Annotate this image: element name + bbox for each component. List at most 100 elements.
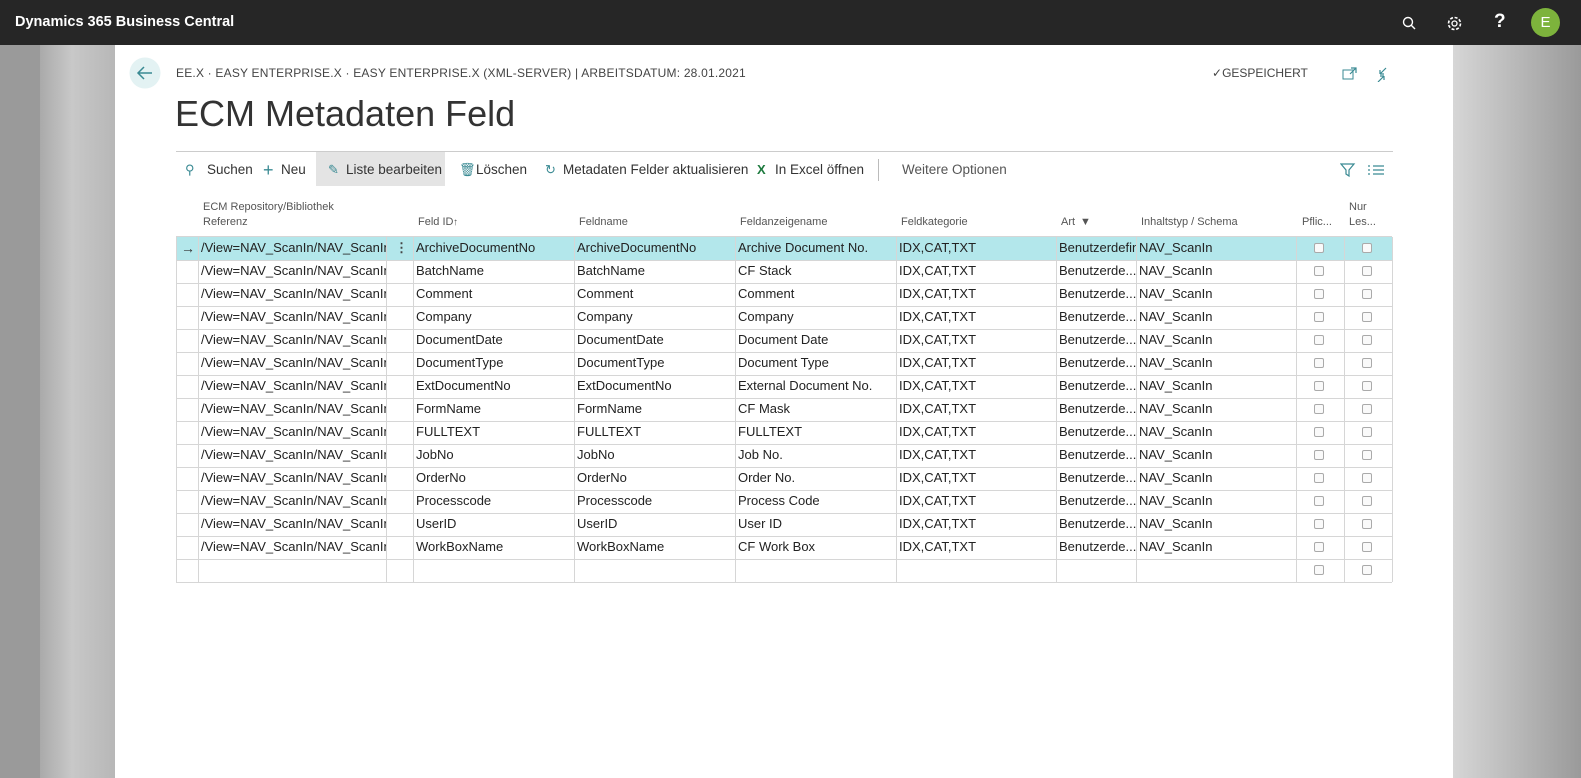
- table-cell[interactable]: CF Work Box: [735, 536, 896, 559]
- table-cell[interactable]: OrderNo: [413, 467, 574, 490]
- table-cell[interactable]: Process Code: [735, 490, 896, 513]
- table-cell[interactable]: NAV_ScanIn: [1136, 490, 1296, 513]
- table-cell[interactable]: WorkBoxName: [574, 536, 735, 559]
- table-cell[interactable]: NAV_ScanIn: [1136, 444, 1296, 467]
- table-cell[interactable]: User ID: [735, 513, 896, 536]
- table-cell[interactable]: Company: [735, 306, 896, 329]
- action-button[interactable]: Löschen: [476, 160, 527, 180]
- checkbox[interactable]: [1314, 358, 1324, 368]
- table-cell[interactable]: NAV_ScanIn: [1136, 260, 1296, 283]
- action-icon[interactable]: X: [757, 160, 766, 180]
- table-cell[interactable]: /View=NAV_ScanIn/NAV_ScanIn: [198, 421, 386, 444]
- table-cell[interactable]: ExtDocumentNo: [574, 375, 735, 398]
- checkbox[interactable]: [1362, 473, 1372, 483]
- table-cell[interactable]: /View=NAV_ScanIn/NAV_ScanIn: [198, 306, 386, 329]
- table-cell[interactable]: Benutzerde...: [1056, 306, 1136, 329]
- table-cell[interactable]: OrderNo: [574, 467, 735, 490]
- checkbox[interactable]: [1362, 335, 1372, 345]
- column-header[interactable]: Referenz: [203, 215, 248, 230]
- table-cell[interactable]: NAV_ScanIn: [1136, 421, 1296, 444]
- column-header[interactable]: ECM Repository/Bibliothek: [203, 200, 334, 215]
- row-menu[interactable]: ⋮: [392, 237, 408, 259]
- column-header[interactable]: Feldkategorie: [901, 215, 968, 230]
- table-cell[interactable]: Benutzerdefin: [1056, 237, 1136, 260]
- action-icon[interactable]: ✎: [328, 160, 339, 180]
- table-cell[interactable]: Benutzerde...: [1056, 375, 1136, 398]
- action-icon[interactable]: ↻: [545, 160, 556, 180]
- table-cell[interactable]: Benutzerde...: [1056, 513, 1136, 536]
- column-header[interactable]: Inhaltstyp / Schema: [1141, 215, 1238, 230]
- checkbox[interactable]: [1314, 519, 1324, 529]
- table-cell[interactable]: CF Mask: [735, 398, 896, 421]
- action-button[interactable]: Liste bearbeiten: [346, 160, 442, 180]
- table-cell[interactable]: WorkBoxName: [413, 536, 574, 559]
- table-cell[interactable]: Processcode: [574, 490, 735, 513]
- more-options[interactable]: Weitere Optionen: [902, 160, 1007, 180]
- table-cell[interactable]: Archive Document No.: [735, 237, 896, 260]
- table-cell[interactable]: Benutzerde...: [1056, 490, 1136, 513]
- table-cell[interactable]: DocumentType: [574, 352, 735, 375]
- table-cell[interactable]: Job No.: [735, 444, 896, 467]
- column-header[interactable]: Feldname: [579, 215, 628, 230]
- checkbox[interactable]: [1362, 243, 1372, 253]
- table-cell[interactable]: Benutzerde...: [1056, 421, 1136, 444]
- table-cell[interactable]: NAV_ScanIn: [1136, 513, 1296, 536]
- checkbox[interactable]: [1362, 289, 1372, 299]
- table-cell[interactable]: UserID: [413, 513, 574, 536]
- back-button[interactable]: [129, 57, 161, 89]
- table-cell[interactable]: IDX,CAT,TXT: [896, 260, 1056, 283]
- table-cell[interactable]: FULLTEXT: [413, 421, 574, 444]
- table-cell[interactable]: /View=NAV_ScanIn/NAV_ScanIn: [198, 237, 386, 260]
- action-icon[interactable]: 🗑: [459, 160, 476, 180]
- table-cell[interactable]: /View=NAV_ScanIn/NAV_ScanIn: [198, 467, 386, 490]
- search-icon[interactable]: [1402, 16, 1416, 30]
- table-cell[interactable]: JobNo: [413, 444, 574, 467]
- table-cell[interactable]: Document Date: [735, 329, 896, 352]
- table-cell[interactable]: IDX,CAT,TXT: [896, 237, 1056, 260]
- table-cell[interactable]: NAV_ScanIn: [1136, 329, 1296, 352]
- action-button[interactable]: Metadaten Felder aktualisieren: [563, 160, 748, 180]
- table-cell[interactable]: NAV_ScanIn: [1136, 237, 1296, 260]
- checkbox[interactable]: [1362, 496, 1372, 506]
- table-cell[interactable]: Document Type: [735, 352, 896, 375]
- checkbox[interactable]: [1362, 381, 1372, 391]
- checkbox[interactable]: [1314, 473, 1324, 483]
- table-cell[interactable]: Processcode: [413, 490, 574, 513]
- table-cell[interactable]: IDX,CAT,TXT: [896, 306, 1056, 329]
- table-cell[interactable]: Company: [574, 306, 735, 329]
- action-button[interactable]: Suchen: [207, 160, 253, 180]
- checkbox[interactable]: [1362, 450, 1372, 460]
- table-cell[interactable]: /View=NAV_ScanIn/NAV_ScanIn: [198, 444, 386, 467]
- checkbox[interactable]: [1314, 450, 1324, 460]
- table-cell[interactable]: IDX,CAT,TXT: [896, 536, 1056, 559]
- table-cell[interactable]: FormName: [413, 398, 574, 421]
- table-cell[interactable]: JobNo: [574, 444, 735, 467]
- table-cell[interactable]: Order No.: [735, 467, 896, 490]
- settings-icon[interactable]: [1446, 15, 1463, 32]
- column-header[interactable]: Nur: [1349, 200, 1367, 215]
- checkbox[interactable]: [1362, 542, 1372, 552]
- table-cell[interactable]: NAV_ScanIn: [1136, 283, 1296, 306]
- table-cell[interactable]: BatchName: [413, 260, 574, 283]
- table-cell[interactable]: IDX,CAT,TXT: [896, 467, 1056, 490]
- table-cell[interactable]: /View=NAV_ScanIn/NAV_ScanIn: [198, 283, 386, 306]
- table-cell[interactable]: NAV_ScanIn: [1136, 398, 1296, 421]
- checkbox[interactable]: [1314, 381, 1324, 391]
- table-cell[interactable]: NAV_ScanIn: [1136, 467, 1296, 490]
- checkbox[interactable]: [1314, 289, 1324, 299]
- checkbox[interactable]: [1362, 266, 1372, 276]
- column-header[interactable]: Les...: [1349, 215, 1376, 230]
- column-header[interactable]: Pflic...: [1302, 215, 1332, 230]
- checkbox[interactable]: [1362, 519, 1372, 529]
- avatar[interactable]: E: [1531, 8, 1560, 37]
- table-cell[interactable]: IDX,CAT,TXT: [896, 513, 1056, 536]
- table-cell[interactable]: /View=NAV_ScanIn/NAV_ScanIn: [198, 398, 386, 421]
- table-cell[interactable]: Comment: [735, 283, 896, 306]
- table-cell[interactable]: IDX,CAT,TXT: [896, 352, 1056, 375]
- table-cell[interactable]: DocumentDate: [413, 329, 574, 352]
- table-cell[interactable]: /View=NAV_ScanIn/NAV_ScanIn: [198, 513, 386, 536]
- checkbox[interactable]: [1314, 312, 1324, 322]
- checkbox[interactable]: [1314, 542, 1324, 552]
- table-cell[interactable]: Benutzerde...: [1056, 398, 1136, 421]
- table-cell[interactable]: IDX,CAT,TXT: [896, 490, 1056, 513]
